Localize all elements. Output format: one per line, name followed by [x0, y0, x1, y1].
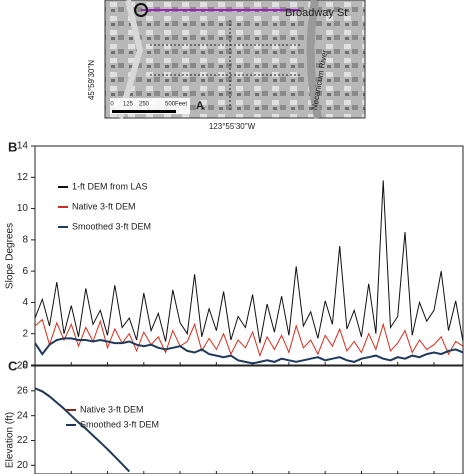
y-tick-label: 12: [17, 172, 29, 183]
y-tick-label: 6: [22, 266, 28, 277]
north-arrow: A: [196, 100, 204, 112]
map-river: [306, 0, 322, 119]
y-tick-label: 4: [22, 297, 28, 308]
y-tick-label: 0: [22, 360, 28, 371]
scale-label: 250: [139, 102, 150, 108]
legend-label: Native 3-ft DEM: [72, 201, 136, 211]
data-line: [35, 337, 463, 365]
map-boundary: [150, 20, 300, 110]
y-tick-label: 22: [17, 435, 29, 446]
map-street: Broadway St: [285, 7, 347, 19]
y-axis-label: Slope Degrees: [5, 223, 16, 289]
y-tick-label: 8: [22, 234, 28, 245]
data-line: [35, 387, 130, 472]
map-panel: Broadway St Necanicum River 45°59'30"N 1…: [87, 0, 366, 131]
scale-label: 125: [123, 102, 134, 108]
y-tick-label: 28: [17, 361, 29, 372]
map-lat: 45°59'30"N: [87, 60, 96, 100]
panel-label: C: [8, 358, 18, 373]
plot-frame: [34, 145, 464, 366]
y-tick-label: 26: [17, 385, 29, 396]
map-lon: 123°55'30"W: [209, 122, 256, 131]
data-line: [35, 387, 131, 473]
legend-label: Native 3-ft DEM: [80, 404, 144, 414]
y-tick-label: 24: [17, 410, 29, 421]
scale-bar: [112, 110, 176, 113]
map-marker: [134, 3, 148, 17]
plot-lines: [35, 387, 131, 473]
scale-label: 0: [110, 102, 114, 108]
y-tick-label: 20: [17, 460, 29, 471]
legend-label: 1-ft DEM from LAS: [72, 181, 148, 191]
plot-frame: [34, 365, 464, 474]
y-tick-label: 10: [17, 203, 29, 214]
plot-lines: [35, 180, 463, 365]
panel-label: B: [8, 139, 17, 154]
scale-label: 500Feet: [165, 102, 187, 108]
y-tick-label: 14: [17, 141, 29, 152]
legend-label: Smoothed 3-ft DEM: [72, 221, 151, 231]
map-shore: [117, 0, 144, 119]
data-line: [35, 318, 463, 358]
legend-label: Smoothed 3-ft DEM: [80, 419, 159, 429]
data-line: [35, 180, 463, 344]
y-axis-label: Elevation (ft): [5, 412, 16, 468]
y-tick-label: 2: [22, 328, 28, 339]
